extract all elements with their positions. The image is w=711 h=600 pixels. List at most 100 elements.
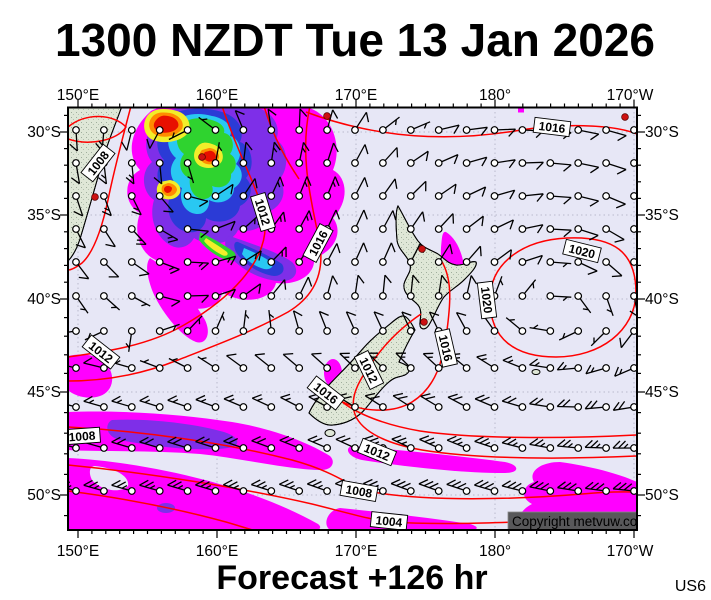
wind-station-circle — [406, 126, 415, 134]
wind-station-circle — [630, 225, 637, 233]
svg-text:1004: 1004 — [375, 513, 403, 530]
precip-area — [518, 107, 524, 113]
wind-station-circle — [379, 487, 387, 495]
chart-title: 1300 NZDT Tue 13 Jan 2026 — [55, 14, 655, 66]
wind-station-circle — [239, 258, 248, 266]
wind-station-circle — [183, 159, 192, 167]
svg-text:1016: 1016 — [538, 119, 567, 136]
wind-station-circle — [267, 327, 276, 335]
wind-station-circle — [462, 292, 471, 300]
wind-station-circle — [99, 292, 108, 300]
wind-barb — [612, 481, 635, 492]
isobar-label: 1008 — [339, 479, 379, 503]
wind-station-circle — [406, 327, 415, 335]
station-dot — [420, 318, 428, 326]
axis-label-lon: 180° — [479, 87, 511, 104]
wind-station-circle — [127, 292, 136, 300]
station-dot — [621, 113, 629, 121]
wind-station-circle — [295, 258, 304, 266]
axis-label-lat: 30°S — [27, 124, 61, 141]
axis-label-lon: 170°E — [335, 87, 377, 104]
wind-station-circle — [323, 258, 332, 266]
model-code: US6 — [675, 578, 706, 595]
wind-station-circle — [490, 487, 499, 495]
wind-station-circle — [211, 225, 220, 233]
isobar-label: 1020 — [476, 280, 498, 320]
wind-station-circle — [379, 403, 387, 411]
wind-barb — [307, 479, 328, 492]
wind-station-circle — [127, 364, 136, 372]
isobar-label: 1004 — [369, 511, 409, 530]
wind-station-circle — [462, 364, 471, 372]
wind-station-circle — [295, 192, 304, 200]
wind-station-circle — [434, 444, 443, 452]
wind-station-circle — [155, 126, 164, 134]
wind-station-circle — [72, 258, 80, 266]
wind-station-circle — [99, 444, 108, 452]
wind-station-circle — [546, 292, 555, 300]
isobar-label: 1012 — [250, 192, 276, 232]
wind-station-circle — [379, 192, 387, 200]
wind-station-circle — [155, 487, 164, 495]
wind-station-circle — [406, 258, 415, 266]
wind-station-circle — [323, 444, 332, 452]
wind-station-circle — [518, 126, 527, 134]
axis-label-lat: 45°S — [645, 384, 679, 401]
wind-barb — [612, 440, 635, 449]
copyright-text: Copyright metvuw.com — [512, 514, 649, 529]
wind-station-circle — [211, 258, 220, 266]
wind-station-circle — [155, 403, 164, 411]
wind-station-circle — [462, 192, 471, 200]
north-island-landmass — [395, 204, 477, 330]
wind-barb — [167, 479, 188, 492]
wind-station-circle — [546, 225, 555, 233]
wind-station-circle — [295, 292, 304, 300]
wind-station-circle — [574, 192, 583, 200]
wind-station-circle — [462, 403, 471, 411]
axis-label-lat: 40°S — [27, 291, 61, 308]
wind-barb-layer — [68, 108, 637, 495]
stewart-island-landmass — [324, 429, 336, 437]
isobar-line — [305, 111, 637, 138]
wind-station-circle — [379, 225, 387, 233]
wind-station-circle — [602, 192, 610, 200]
wind-station-circle — [574, 225, 583, 233]
wind-station-circle — [99, 126, 108, 134]
bottom-axis: 150°E 160°E 170°E 180° 170°W — [57, 543, 654, 560]
wind-station-circle — [127, 192, 136, 200]
wind-station-circle — [434, 159, 443, 167]
wind-station-circle — [602, 258, 610, 266]
wind-station-circle — [490, 225, 499, 233]
axis-label-lon: 170°W — [607, 87, 654, 104]
precip-area — [68, 458, 321, 530]
wind-station-circle — [72, 364, 80, 372]
wind-station-circle — [490, 327, 499, 335]
wind-station-circle — [518, 192, 527, 200]
wind-station-circle — [351, 159, 359, 167]
wind-station-circle — [546, 487, 555, 495]
isobar-line — [68, 107, 322, 382]
wind-station-circle — [295, 403, 304, 411]
wind-barb — [195, 479, 216, 492]
wind-station-circle — [183, 192, 192, 200]
wind-station-circle — [490, 444, 499, 452]
isobar-line — [68, 107, 132, 271]
wind-station-circle — [462, 225, 471, 233]
wind-station-circle — [602, 126, 610, 134]
wind-station-circle — [127, 487, 136, 495]
wind-station-circle — [295, 225, 304, 233]
wind-station-circle — [155, 444, 164, 452]
wind-station-circle — [211, 126, 220, 134]
wind-station-circle — [351, 327, 359, 335]
wind-barb — [390, 478, 412, 492]
wind-station-circle — [155, 225, 164, 233]
wind-station-circle — [462, 487, 471, 495]
wind-station-circle — [183, 487, 192, 495]
wind-station-circle — [127, 258, 136, 266]
wind-station-circle — [127, 327, 136, 335]
wind-station-circle — [239, 126, 248, 134]
axis-label-lon: 160°E — [196, 87, 238, 104]
wind-station-circle — [155, 258, 164, 266]
wind-station-circle — [602, 327, 610, 335]
